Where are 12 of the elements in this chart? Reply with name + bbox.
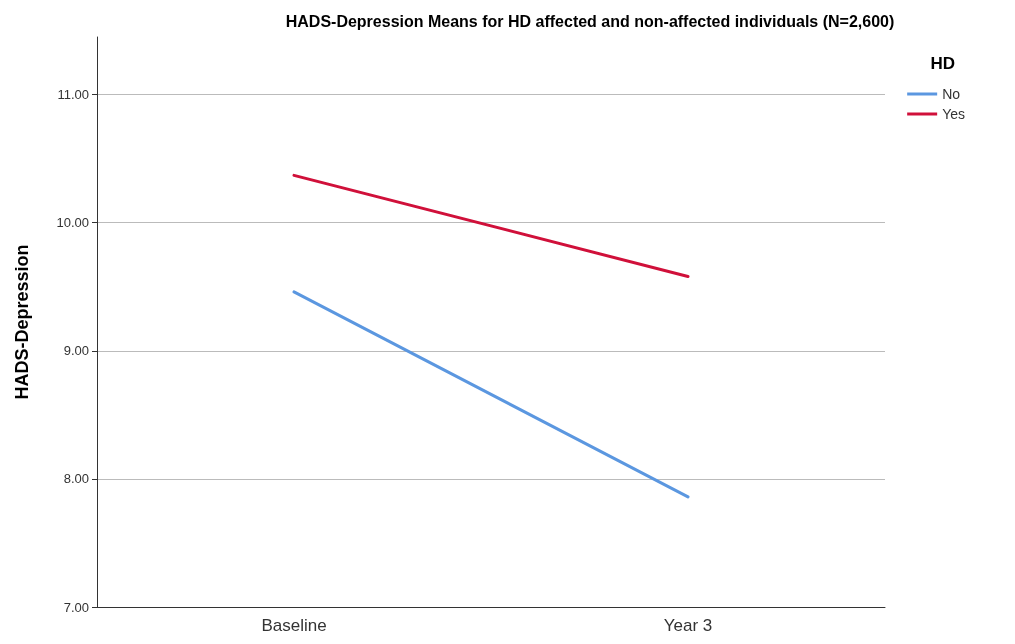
chart-title: HADS-Depression Means for HD affected and non-affected individuals (N=2,600): [285, 12, 895, 30]
legend-label: No: [942, 86, 961, 102]
legend-label: Yes: [942, 106, 965, 122]
x-tick-label: Year 3: [663, 616, 713, 635]
y-tick-label: 11.00: [57, 87, 89, 103]
y-axis-title: HADS-Depression: [12, 244, 32, 400]
y-tick-label: 10.00: [56, 215, 89, 231]
y-tick-label: 9.00: [63, 343, 89, 359]
y-tick-label: 8.00: [63, 471, 89, 487]
x-tick-label: Baseline: [261, 616, 327, 635]
y-tick-label: 7.00: [63, 599, 89, 615]
legend-title: HD: [930, 54, 956, 73]
